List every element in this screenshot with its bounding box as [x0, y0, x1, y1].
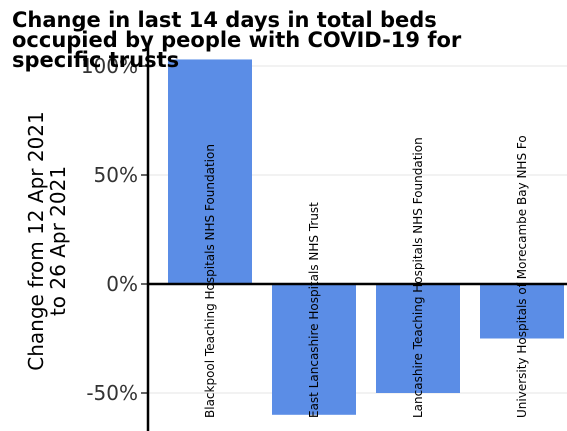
y-tick-label: 0% [106, 272, 138, 296]
bar [480, 284, 564, 339]
y-tick-label: -50% [86, 381, 138, 405]
chart-title-line: Change in last 14 days in total beds [12, 8, 437, 32]
bar-category-label: Lancashire Teaching Hospitals NHS Founda… [411, 137, 425, 418]
bar-category-label: East Lancashire Hospitals NHS Trust [307, 202, 321, 418]
y-axis-label-line: to 26 Apr 2021 [46, 166, 70, 316]
y-tick-labels: -50% 0% 50% 100% [81, 54, 148, 405]
bar [168, 59, 252, 285]
bar-category-label: Blackpool Teaching Hospitals NHS Foundat… [203, 144, 217, 418]
bar-category-label: University Hospitals of Morecambe Bay NH… [515, 135, 529, 418]
bar-labels: Blackpool Teaching Hospitals NHS Foundat… [203, 135, 529, 418]
chart-title-line: specific trusts [12, 48, 179, 72]
y-tick-label: 50% [94, 163, 138, 187]
y-axis-label-line: Change from 12 Apr 2021 [24, 111, 48, 371]
y-tick-label: 100% [81, 54, 138, 78]
chart-title-line: occupied by people with COVID-19 for [12, 28, 462, 52]
bars [168, 59, 564, 415]
chart-title: Change in last 14 days in total bedsoccu… [12, 8, 462, 72]
bar [376, 284, 460, 393]
bar [272, 284, 356, 415]
